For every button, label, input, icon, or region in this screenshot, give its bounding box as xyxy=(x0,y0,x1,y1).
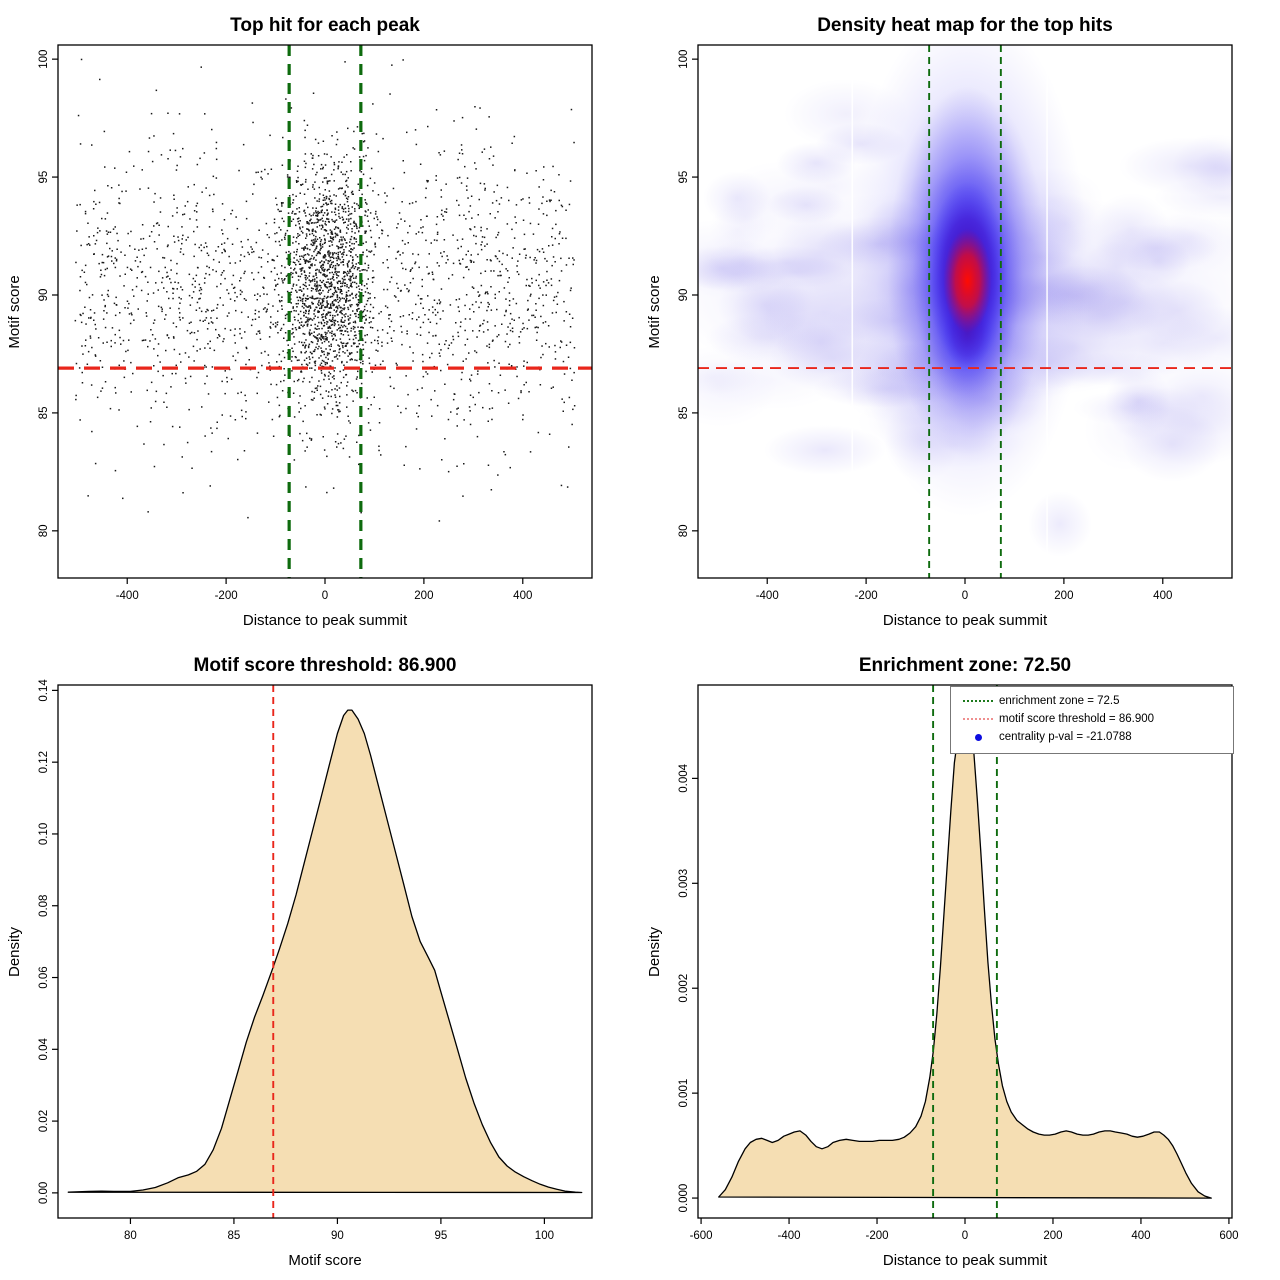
distance-density-title: Enrichment zone: 72.50 xyxy=(859,655,1071,676)
blue-point-icon xyxy=(957,733,999,741)
panel-top-hit-scatter: -400 -200 0 200 400 80 85 90 95 100 Top hit for e… xyxy=(0,0,640,640)
x-tick-label: 85 xyxy=(228,1230,241,1242)
x-tick-label: -200 xyxy=(866,1230,889,1242)
score-density-ylabel: Density xyxy=(6,926,23,977)
y-tick-label: 0.003 xyxy=(678,869,690,898)
red-dotted-line-icon xyxy=(957,718,999,720)
y-tick-label: 0.002 xyxy=(678,974,690,1003)
heatmap-xlabel: Distance to peak summit xyxy=(883,612,1048,629)
score-density-xlabel: Motif score xyxy=(288,1252,361,1269)
x-tick-label: 0 xyxy=(962,590,968,602)
x-tick-label: -400 xyxy=(778,1230,801,1242)
panel-motif-score-density: 80 85 90 95 100 0.00 0.02 0.04 0.06 0.08 0.10 0.12 0… xyxy=(0,640,640,1280)
y-tick-label: 95 xyxy=(678,171,690,184)
panel-density-heatmap: -400 -200 0 200 400 80 85 90 95 100 Density heat … xyxy=(640,0,1280,640)
x-tick-label: 100 xyxy=(535,1230,554,1242)
green-dotted-line-icon xyxy=(957,700,999,702)
x-tick-label: -200 xyxy=(215,590,238,602)
x-tick-label: 200 xyxy=(414,590,433,602)
legend-enrichment-label: enrichment zone = 72.5 xyxy=(999,695,1120,707)
y-tick-label: 0.001 xyxy=(678,1079,690,1108)
y-tick-label: 0.004 xyxy=(678,763,690,792)
x-tick-label: 400 xyxy=(513,590,532,602)
heatmap-title: Density heat map for the top hits xyxy=(817,15,1113,36)
y-tick-label: 80 xyxy=(678,524,690,537)
y-tick-label: 0.02 xyxy=(38,1110,50,1132)
scatter-xlabel: Distance to peak summit xyxy=(243,612,408,629)
legend-pval-label: centrality p-val = -21.0788 xyxy=(999,731,1132,743)
y-tick-label: 0.000 xyxy=(678,1184,690,1213)
white-seam xyxy=(851,45,854,578)
heatmap-svg: -400 -200 0 200 400 80 85 90 95 100 Density heat … xyxy=(646,15,1233,629)
x-tick-label: 600 xyxy=(1219,1230,1238,1242)
legend-item-motif-threshold: motif score threshold = 86.900 xyxy=(957,712,1227,726)
scatter-title: Top hit for each peak xyxy=(230,15,420,36)
x-tick-label: 200 xyxy=(1054,590,1073,602)
y-tick-label: 100 xyxy=(38,50,50,69)
x-tick-label: -400 xyxy=(756,590,779,602)
axes: 80 85 90 95 100 0.00 0.02 0.04 0.06 0.08 0.10 0.12 0… xyxy=(38,679,593,1242)
x-tick-label: 90 xyxy=(331,1230,344,1242)
y-tick-label: 0.14 xyxy=(38,679,50,702)
axes: -400 -200 0 200 400 80 85 90 95 100 xyxy=(38,44,593,602)
score-density-svg: 80 85 90 95 100 0.00 0.02 0.04 0.06 0.08 0.10 0.12 0… xyxy=(6,655,593,1269)
x-tick-label: -400 xyxy=(116,590,139,602)
panel-distance-density: -600 -400 -200 0 200 400 600 0.000 0.001 0.002 0.0… xyxy=(640,640,1280,1280)
axes: -600 -400 -200 0 200 400 600 0.000 0.001 0.002 0.0… xyxy=(678,684,1239,1242)
x-tick-label: 80 xyxy=(124,1230,137,1242)
score-density-title: Motif score threshold: 86.900 xyxy=(194,655,457,676)
distance-density-ylabel: Density xyxy=(646,926,663,977)
white-seam xyxy=(1046,45,1048,578)
legend-item-centrality-pval: centrality p-val = -21.0788 xyxy=(957,730,1227,744)
y-tick-label: 100 xyxy=(678,50,690,69)
x-tick-label: 200 xyxy=(1043,1230,1062,1242)
y-tick-label: 0.06 xyxy=(38,966,50,988)
y-tick-label: 0.00 xyxy=(38,1182,50,1204)
x-tick-label: 0 xyxy=(962,1230,968,1242)
y-tick-label: 0.04 xyxy=(38,1038,50,1061)
plot-box xyxy=(57,44,593,579)
y-tick-label: 95 xyxy=(38,171,50,184)
y-tick-label: 85 xyxy=(678,407,690,420)
y-tick-label: 90 xyxy=(38,289,50,302)
y-tick-label: 0.08 xyxy=(38,895,50,917)
y-tick-label: 80 xyxy=(38,524,50,537)
legend-box: enrichment zone = 72.5 motif score thres… xyxy=(950,686,1234,754)
density-curve xyxy=(67,709,583,1194)
y-tick-label: 90 xyxy=(678,289,690,302)
heatmap-field xyxy=(698,45,1232,578)
distance-density-xlabel: Distance to peak summit xyxy=(883,1252,1048,1269)
x-tick-label: 0 xyxy=(322,590,328,602)
scatter-points xyxy=(74,58,576,522)
x-tick-label: 400 xyxy=(1131,1230,1150,1242)
y-tick-label: 85 xyxy=(38,407,50,420)
distance-density-svg: -600 -400 -200 0 200 400 600 0.000 0.001 0.002 0.0… xyxy=(646,655,1239,1269)
x-tick-label: 95 xyxy=(435,1230,448,1242)
x-tick-label: 400 xyxy=(1153,590,1172,602)
scatter-plot-svg: -400 -200 0 200 400 80 85 90 95 100 Top hit for e… xyxy=(6,15,593,629)
plot-box xyxy=(57,684,593,1219)
legend-item-enrichment-zone: enrichment zone = 72.5 xyxy=(957,694,1227,708)
y-tick-label: 0.10 xyxy=(38,823,50,845)
scatter-ylabel: Motif score xyxy=(6,275,23,348)
x-tick-label: -600 xyxy=(690,1230,713,1242)
heatmap-ylabel: Motif score xyxy=(646,275,663,348)
density-curve xyxy=(718,704,1212,1199)
legend-threshold-label: motif score threshold = 86.900 xyxy=(999,713,1155,725)
y-tick-label: 0.12 xyxy=(38,751,50,773)
axes: -400 -200 0 200 400 80 85 90 95 100 xyxy=(678,44,1233,602)
x-tick-label: -200 xyxy=(855,590,878,602)
